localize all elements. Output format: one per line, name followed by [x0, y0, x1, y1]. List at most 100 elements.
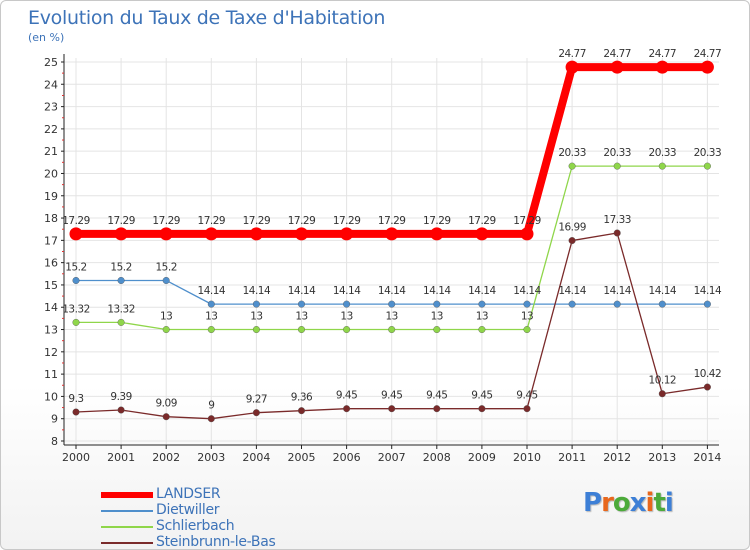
- data-label: 17.29: [243, 215, 271, 227]
- x-tick-label: 2007: [378, 451, 406, 464]
- legend-label: LANDSER: [156, 486, 221, 502]
- proxiti-logo: Proxiti: [583, 488, 674, 518]
- data-label: 13.32: [107, 303, 135, 315]
- x-tick-label: 2014: [693, 451, 721, 464]
- data-point: [117, 406, 125, 414]
- data-label: 10.12: [649, 375, 677, 387]
- y-tick-label: 19: [44, 190, 58, 203]
- data-point: [610, 60, 624, 74]
- logo-letter: i: [645, 488, 655, 518]
- data-label: 20.33: [649, 147, 677, 159]
- y-tick-label: 17: [44, 234, 58, 247]
- y-tick-label: 10: [44, 390, 58, 403]
- data-point: [523, 300, 531, 308]
- legend-item: Schlierbach: [101, 518, 361, 535]
- data-label: 9: [208, 400, 214, 412]
- data-label: 9.3: [68, 393, 83, 405]
- y-tick-label: 20: [44, 167, 58, 180]
- data-label: 14.14: [694, 285, 722, 297]
- data-label: 9.45: [516, 390, 537, 402]
- data-point: [298, 407, 306, 415]
- y-tick-label: 23: [44, 101, 58, 114]
- data-point: [523, 326, 531, 334]
- logo-letter: x: [629, 488, 647, 518]
- x-tick-label: 2005: [288, 451, 316, 464]
- x-tick-label: 2003: [197, 451, 225, 464]
- data-point: [568, 237, 576, 245]
- legend-swatch: [101, 526, 153, 528]
- data-point: [252, 409, 260, 417]
- data-label: 17.29: [333, 215, 361, 227]
- data-label: 14.14: [333, 285, 361, 297]
- data-point: [207, 326, 215, 334]
- y-tick-label: 21: [44, 145, 58, 158]
- data-point: [613, 229, 621, 237]
- data-point: [388, 326, 396, 334]
- data-point: [478, 300, 486, 308]
- data-point: [655, 60, 669, 74]
- data-point: [117, 318, 125, 326]
- logo-letter: i: [664, 488, 674, 518]
- data-point: [658, 300, 666, 308]
- y-tick-label: 12: [44, 346, 58, 359]
- data-point: [613, 162, 621, 170]
- data-label: 14.14: [378, 285, 406, 297]
- data-label: 20.33: [603, 147, 631, 159]
- y-tick-label: 14: [44, 301, 58, 314]
- data-label: 14.14: [513, 285, 541, 297]
- y-tick-label: 8: [51, 435, 58, 448]
- y-tick-label: 9: [51, 413, 58, 426]
- data-point: [568, 300, 576, 308]
- data-point: [117, 276, 125, 284]
- x-tick-label: 2004: [242, 451, 270, 464]
- data-label: 15.2: [156, 261, 177, 273]
- data-label: 13: [340, 311, 352, 323]
- data-label: 17.29: [468, 215, 496, 227]
- data-point: [475, 227, 489, 241]
- y-tick-label: 11: [44, 368, 58, 381]
- data-point: [700, 60, 714, 74]
- x-tick-label: 2010: [513, 451, 541, 464]
- x-tick-label: 2002: [152, 451, 180, 464]
- data-point: [658, 390, 666, 398]
- data-point: [69, 227, 83, 241]
- data-label: 9.45: [426, 390, 447, 402]
- data-point: [478, 326, 486, 334]
- data-point: [433, 405, 441, 413]
- data-label: 17.29: [152, 215, 180, 227]
- x-tick-label: 2011: [558, 451, 586, 464]
- data-label: 14.14: [423, 285, 451, 297]
- x-tick-label: 2013: [648, 451, 676, 464]
- data-point: [340, 227, 354, 241]
- data-label: 17.29: [288, 215, 316, 227]
- data-point: [703, 300, 711, 308]
- data-label: 9.36: [291, 392, 313, 404]
- chart-subtitle: (en %): [28, 31, 65, 44]
- legend-label: Dietwiller: [156, 502, 220, 518]
- data-label: 15.2: [110, 261, 131, 273]
- x-tick-label: 2006: [333, 451, 361, 464]
- data-label: 17.29: [107, 215, 135, 227]
- data-point: [72, 276, 80, 284]
- data-label: 14.14: [198, 285, 226, 297]
- legend-item: Steinbrunn-le-Bas: [101, 534, 361, 549]
- x-tick-label: 2012: [603, 451, 631, 464]
- x-tick-label: 2008: [423, 451, 451, 464]
- y-tick-label: 22: [44, 123, 58, 136]
- data-point: [298, 300, 306, 308]
- data-label: 9.45: [336, 390, 357, 402]
- y-tick-label: 18: [44, 212, 58, 225]
- data-point: [388, 300, 396, 308]
- data-label: 14.14: [243, 285, 271, 297]
- legend-swatch: [101, 542, 153, 544]
- data-label: 17.29: [423, 215, 451, 227]
- y-tick-label: 15: [44, 279, 58, 292]
- data-label: 9.09: [156, 398, 177, 410]
- data-point: [523, 405, 531, 413]
- data-label: 24.77: [603, 48, 631, 60]
- legend-label: Schlierbach: [156, 518, 235, 534]
- data-label: 9.45: [381, 390, 402, 402]
- logo-letter: P: [583, 488, 602, 518]
- data-label: 17.29: [378, 215, 406, 227]
